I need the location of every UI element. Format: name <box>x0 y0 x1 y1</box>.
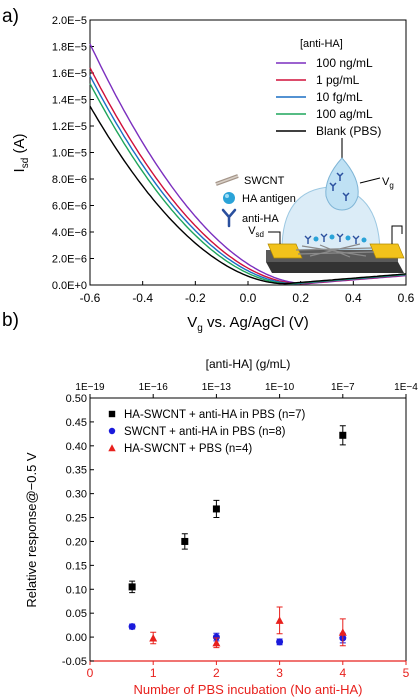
panel-b-top-tick-label: 1E−7 <box>331 382 355 393</box>
panel-b-y-ticks: -0.05 0.00 0.05 0.10 0.15 0.20 0.25 0.30 0.35 0.4… <box>62 393 94 668</box>
panel-a-y-tick-label: 1.2E−5 <box>52 121 87 133</box>
panel-a-curves <box>89 43 407 285</box>
panel-b-y-tick-label: 0.25 <box>66 513 87 525</box>
panel-a-y-tick-label: 2.0E−6 <box>52 254 87 266</box>
device-inset: SWCNT HA antigen anti-HA Vg <box>215 138 405 273</box>
panel-a-y-tick-label: 4.0E−6 <box>52 227 87 239</box>
drain-electrode <box>369 243 405 259</box>
panel-b-top-ticks: 1E−19 1E−16 1E−13 1E−10 1E−7 1E−4 <box>75 382 418 398</box>
panel-b-point <box>338 628 347 636</box>
panel-b-legend-label: SWCNT + anti-HA in PBS (n=8) <box>124 426 286 438</box>
panel-b-legend-marker <box>108 410 116 418</box>
panel-b-label: b) <box>2 310 19 331</box>
panel-b-point <box>149 634 158 642</box>
panel-b-point <box>212 505 220 513</box>
panel-b-bottom-tick-label: 0 <box>87 666 94 680</box>
droplet <box>325 157 359 211</box>
panel-b-legend-marker <box>108 444 116 452</box>
panel-a-y-ticks: 0.0E+0 2.0E−6 4.0E−6 6.0E−6 8.0E−6 1.0E−5 1.2E… <box>52 15 94 292</box>
panel-b-bottom-axis-title: Number of PBS incubation (No anti-HA) <box>133 682 362 697</box>
panel-a-y-tick-label: 2.0E−5 <box>52 15 87 27</box>
panel-b: b) 0 1 2 3 4 5 1E−19 1E−16 1E−13 1E−10 1E−7 1E−4 -… <box>2 310 418 697</box>
anti-ha-label: anti-HA <box>242 213 279 225</box>
panel-b-top-tick-label: 1E−10 <box>265 382 295 393</box>
panel-a-x-tick-label: 0.6 <box>398 291 415 305</box>
panel-a-legend-label: Blank (PBS) <box>316 124 381 138</box>
panel-a-x-tick-label: -0.6 <box>80 291 101 305</box>
panel-a-series-line <box>89 105 407 285</box>
panel-b-y-tick-label: 0.40 <box>66 441 87 453</box>
panel-a-x-tick-label: 0.2 <box>292 291 309 305</box>
vsd-label: Vsd <box>248 225 264 239</box>
panel-a-y-axis-title: Isd (A) <box>11 134 31 173</box>
panel-a-legend-label: 10 fg/mL <box>316 90 363 104</box>
substrate <box>266 262 404 273</box>
panel-b-legend-label: HA-SWCNT + PBS (n=4) <box>124 443 252 455</box>
vg-label: Vg <box>382 176 394 190</box>
panel-b-bottom-ticks: 0 1 2 3 4 5 <box>87 661 410 680</box>
panel-b-y-axis-title: Relative response@−0.5 V <box>24 452 39 608</box>
panel-a-y-tick-label: 1.8E−5 <box>52 42 87 54</box>
ha-antigen-label: HA antigen <box>242 193 296 205</box>
panel-a-legend: [anti-HA] 100 ng/mL 1 pg/mL 10 fg/mL 100 ag… <box>276 38 381 138</box>
panel-b-y-tick-label: -0.05 <box>62 656 87 668</box>
panel-b-point <box>276 638 284 646</box>
panel-b-points <box>128 425 347 649</box>
panel-a-x-tick-label: -0.4 <box>132 291 153 305</box>
swcnt-label: SWCNT <box>244 175 285 187</box>
panel-a-y-tick-label: 1.4E−5 <box>52 95 87 107</box>
panel-b-y-tick-label: 0.00 <box>66 632 87 644</box>
panel-b-y-tick-label: 0.45 <box>66 417 87 429</box>
panel-b-top-tick-label: 1E−16 <box>139 382 169 393</box>
panel-a-y-tick-label: 1.6E−5 <box>52 68 87 80</box>
panel-a-y-tick-label: 6.0E−6 <box>52 201 87 213</box>
panel-b-y-tick-label: 0.10 <box>66 584 87 596</box>
panel-a-legend-label: 100 ag/mL <box>316 107 373 121</box>
panel-b-point <box>128 623 136 631</box>
panel-a-x-axis-title: Vg vs. Ag/AgCl (V) <box>187 314 308 334</box>
panel-b-y-tick-label: 0.50 <box>66 393 87 405</box>
panel-a-y-tick-label: 0.0E+0 <box>52 280 87 292</box>
panel-a-x-tick-label: 0.0 <box>240 291 257 305</box>
panel-b-y-tick-label: 0.35 <box>66 465 87 477</box>
panel-a-x-tick-label: -0.2 <box>185 291 206 305</box>
panel-b-y-tick-label: 0.15 <box>66 560 87 572</box>
source-electrode <box>267 243 303 259</box>
panel-b-point <box>275 616 284 624</box>
panel-b-point <box>212 633 220 641</box>
panel-a-legend-label: 100 ng/mL <box>316 56 373 70</box>
panel-b-legend-label: HA-SWCNT + anti-HA in PBS (n=7) <box>124 409 305 421</box>
panel-b-bottom-tick-label: 3 <box>276 666 283 680</box>
panel-b-top-tick-label: 1E−4 <box>394 382 418 393</box>
panel-b-point <box>128 583 136 591</box>
panel-b-top-tick-label: 1E−13 <box>202 382 232 393</box>
panel-b-point <box>212 638 221 647</box>
panel-a-y-tick-label: 8.0E−6 <box>52 174 87 186</box>
panel-b-bottom-tick-label: 4 <box>339 666 346 680</box>
panel-b-point <box>339 431 347 439</box>
panel-a-x-tick-label: 0.4 <box>345 291 362 305</box>
ha-antigen-icon <box>223 192 235 204</box>
panel-a-y-tick-label: 1.0E−5 <box>52 148 87 160</box>
panel-a: a) -0.6 -0.4 -0.2 0.0 0.2 0.4 0.6 0.0E+0 2.0E−6… <box>2 6 415 334</box>
panel-a-label: a) <box>2 6 19 27</box>
panel-b-y-tick-label: 0.30 <box>66 489 87 501</box>
swcnt-network <box>295 243 375 258</box>
panel-b-y-tick-label: 0.20 <box>66 536 87 548</box>
panel-b-bottom-tick-label: 5 <box>403 666 410 680</box>
panel-b-top-tick-label: 1E−19 <box>75 382 105 393</box>
panel-b-legend: HA-SWCNT + anti-HA in PBS (n=7) SWCNT + a… <box>108 409 305 455</box>
panel-a-legend-title: [anti-HA] <box>300 38 343 50</box>
panel-b-bottom-tick-label: 2 <box>213 666 220 680</box>
anti-ha-icon <box>221 208 237 228</box>
panel-b-bottom-tick-label: 1 <box>150 666 157 680</box>
panel-b-y-tick-label: 0.05 <box>66 608 87 620</box>
panel-b-point <box>181 537 189 545</box>
panel-b-top-axis-title: [anti-HA] (g/mL) <box>206 357 291 371</box>
swcnt-icon <box>215 174 239 186</box>
panel-b-legend-marker <box>108 427 116 435</box>
panel-a-legend-label: 1 pg/mL <box>316 73 360 87</box>
